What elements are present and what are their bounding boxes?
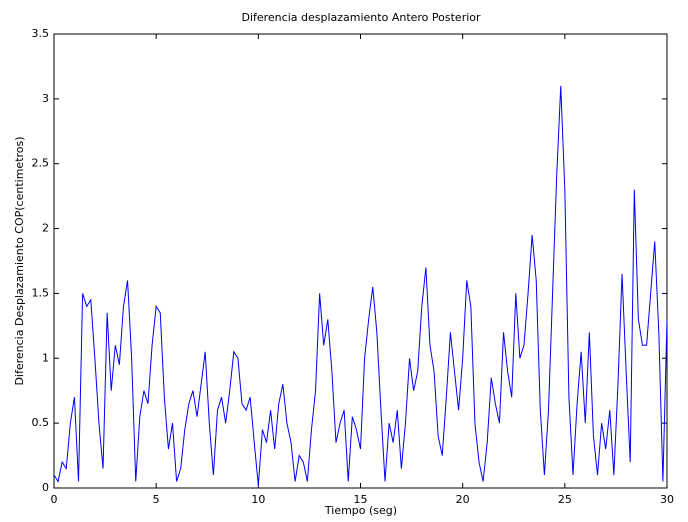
x-axis-label: Tiempo (seg) xyxy=(324,504,397,517)
x-tick-label: 30 xyxy=(660,493,674,506)
y-tick-label: 1 xyxy=(42,351,49,364)
x-tick-label: 15 xyxy=(354,493,368,506)
y-tick-label: 2 xyxy=(42,222,49,235)
y-tick-label: 3 xyxy=(42,92,49,105)
y-tick-label: 0.5 xyxy=(32,416,50,429)
x-tick-label: 5 xyxy=(153,493,160,506)
y-axis-label: Diferencia Desplazamiento COP(centimetro… xyxy=(13,136,26,385)
y-tick-label: 0 xyxy=(42,481,49,494)
y-tick-label: 2.5 xyxy=(32,157,50,170)
y-tick-label: 3.5 xyxy=(32,27,50,40)
x-tick-label: 20 xyxy=(456,493,470,506)
plot-frame xyxy=(53,33,668,489)
chart-title: Diferencia desplazamiento Antero Posteri… xyxy=(241,11,481,24)
x-tick-label: 10 xyxy=(251,493,265,506)
x-tick-label: 25 xyxy=(558,493,572,506)
y-tick-label: 1.5 xyxy=(32,286,50,299)
data-line xyxy=(53,85,668,486)
x-tick-label: 0 xyxy=(51,493,58,506)
